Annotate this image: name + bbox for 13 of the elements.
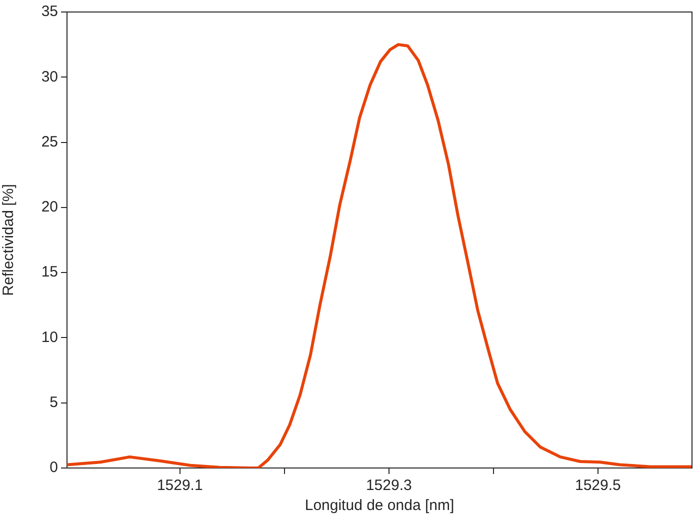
x-tick-label: 1529.1 bbox=[156, 477, 203, 494]
x-axis-title: Longitud de onda [nm] bbox=[304, 497, 454, 514]
y-tick-label: 5 bbox=[50, 394, 58, 411]
y-tick-label: 0 bbox=[50, 459, 58, 476]
y-tick-label: 15 bbox=[41, 264, 58, 281]
y-tick-label: 10 bbox=[41, 328, 58, 346]
x-tick-label: 1529.5 bbox=[574, 477, 621, 494]
y-tick-label: 20 bbox=[41, 198, 58, 216]
x-tick-label: 1529.3 bbox=[366, 477, 412, 494]
y-tick-label: 30 bbox=[41, 68, 58, 86]
y-tick-label: 35 bbox=[41, 3, 58, 20]
y-tick-label: 25 bbox=[41, 133, 58, 150]
y-axis-title: Reflectividad [%] bbox=[0, 184, 18, 296]
